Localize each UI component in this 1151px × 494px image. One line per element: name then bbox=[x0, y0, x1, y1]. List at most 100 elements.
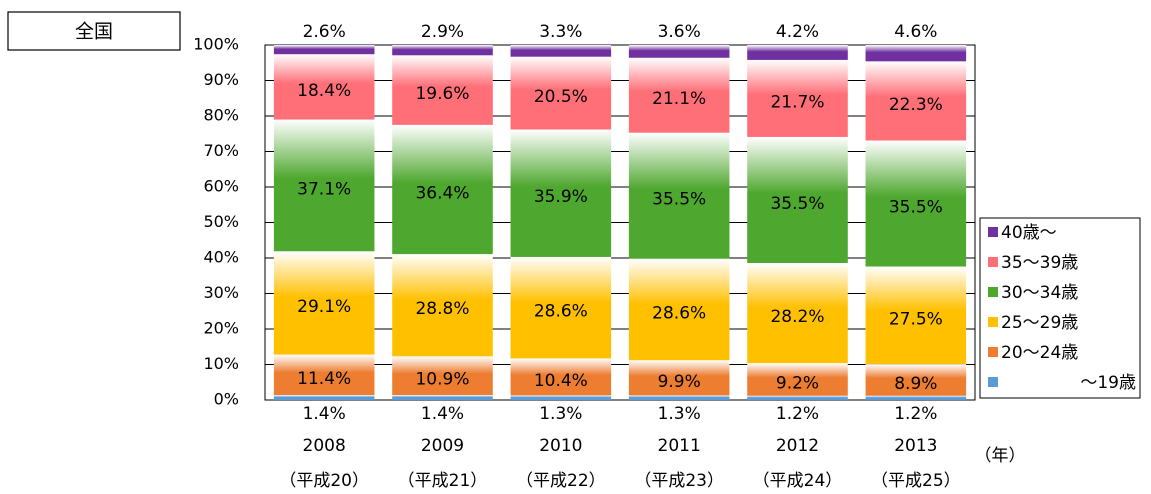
bar-segment bbox=[628, 57, 730, 133]
value-label: 3.6% bbox=[658, 22, 701, 42]
x-tick-label: （平成24） bbox=[753, 471, 843, 491]
bar-segment bbox=[865, 395, 967, 400]
value-label: 35.5% bbox=[889, 198, 943, 218]
bar-segment bbox=[273, 251, 375, 355]
bar-segment bbox=[392, 356, 493, 396]
legend-swatch bbox=[988, 257, 998, 267]
y-tick-label: 30% bbox=[203, 283, 239, 302]
value-label: 9.9% bbox=[658, 372, 701, 392]
region-label: 全国 bbox=[75, 21, 113, 43]
bar-segment bbox=[628, 258, 730, 361]
value-label: 21.7% bbox=[770, 92, 824, 112]
bar-segment bbox=[865, 266, 967, 365]
bar-segment bbox=[273, 395, 375, 400]
value-label: 22.3% bbox=[889, 95, 943, 115]
bar-segment bbox=[510, 129, 612, 257]
legend-label: 20～24歳 bbox=[1001, 343, 1078, 363]
legend-label: ～19歳 bbox=[1080, 373, 1136, 393]
x-tick-label: 2013 bbox=[894, 436, 937, 456]
bar-segment bbox=[392, 55, 493, 125]
x-tick-label: （平成25） bbox=[871, 471, 961, 491]
x-unit-label: （年） bbox=[975, 446, 1026, 466]
value-label: 36.4% bbox=[415, 183, 469, 203]
legend-label: 25～29歳 bbox=[1001, 313, 1078, 333]
bar-segment bbox=[628, 360, 730, 396]
legend-label: 40歳～ bbox=[1001, 223, 1057, 243]
legend-swatch bbox=[988, 377, 998, 387]
value-label: 2.9% bbox=[421, 22, 464, 42]
bar-segment bbox=[273, 54, 375, 120]
y-tick-label: 70% bbox=[203, 141, 239, 160]
y-tick-label: 90% bbox=[203, 70, 239, 89]
bar-segment bbox=[747, 363, 848, 396]
y-tick-label: 80% bbox=[203, 106, 239, 125]
bar-segment bbox=[747, 45, 848, 60]
value-label: 27.5% bbox=[889, 309, 943, 329]
bar-segment bbox=[392, 395, 493, 400]
legend-swatch bbox=[988, 317, 998, 327]
value-label: 35.5% bbox=[652, 190, 706, 210]
value-label: 20.5% bbox=[534, 87, 588, 107]
bar-segment bbox=[392, 124, 493, 255]
value-label: 18.4% bbox=[297, 81, 351, 101]
bar-segment bbox=[865, 45, 967, 62]
bar-segment bbox=[865, 61, 967, 141]
bar-segment bbox=[510, 45, 612, 57]
value-label: 8.9% bbox=[894, 374, 937, 394]
value-label: 4.6% bbox=[894, 22, 937, 42]
value-label: 21.1% bbox=[652, 89, 706, 109]
value-label: 11.4% bbox=[297, 369, 351, 389]
value-label: 28.2% bbox=[770, 307, 824, 327]
bar-segment bbox=[628, 45, 730, 58]
bar-segment bbox=[510, 395, 612, 400]
value-label: 28.6% bbox=[534, 302, 588, 322]
y-tick-label: 0% bbox=[214, 390, 239, 409]
bar-segment bbox=[747, 262, 848, 364]
x-tick-label: 2009 bbox=[421, 436, 464, 456]
x-tick-label: （平成23） bbox=[634, 471, 724, 491]
bar-segment bbox=[628, 132, 730, 259]
bar-segment bbox=[510, 56, 612, 130]
bar-segment bbox=[392, 254, 493, 357]
bar-segment bbox=[510, 358, 612, 396]
bar-segment bbox=[747, 136, 848, 263]
value-label: 1.2% bbox=[894, 404, 937, 424]
bar-segment bbox=[273, 119, 375, 252]
value-label: 3.3% bbox=[539, 22, 582, 42]
value-label: 1.3% bbox=[539, 404, 582, 424]
x-tick-label: 2012 bbox=[776, 436, 819, 456]
bar-segment bbox=[865, 364, 967, 396]
y-tick-label: 10% bbox=[203, 354, 239, 373]
legend-swatch bbox=[988, 347, 998, 357]
value-label: 28.6% bbox=[652, 303, 706, 323]
value-label: 4.2% bbox=[776, 22, 819, 42]
value-label: 28.8% bbox=[415, 299, 469, 319]
value-label: 37.1% bbox=[297, 179, 351, 199]
value-label: 29.1% bbox=[297, 297, 351, 317]
y-tick-label: 60% bbox=[203, 177, 239, 196]
y-tick-label: 20% bbox=[203, 319, 239, 338]
bar-segment bbox=[273, 45, 375, 55]
bar-segment bbox=[865, 140, 967, 267]
bar-segment bbox=[392, 45, 493, 56]
value-label: 2.6% bbox=[303, 22, 346, 42]
value-label: 9.2% bbox=[776, 373, 819, 393]
x-tick-label: 2010 bbox=[539, 436, 582, 456]
x-tick-label: 2011 bbox=[658, 436, 701, 456]
value-label: 1.2% bbox=[776, 404, 819, 424]
region-box bbox=[7, 11, 181, 51]
value-label: 10.9% bbox=[415, 370, 469, 390]
legend-swatch bbox=[988, 227, 998, 237]
value-label: 35.9% bbox=[534, 187, 588, 207]
bar-segment bbox=[628, 395, 730, 400]
legend-swatch bbox=[988, 287, 998, 297]
value-label: 1.4% bbox=[421, 404, 464, 424]
x-tick-label: （平成20） bbox=[279, 471, 369, 491]
bar-segment bbox=[747, 59, 848, 137]
x-tick-label: （平成22） bbox=[516, 471, 606, 491]
value-label: 1.4% bbox=[303, 404, 346, 424]
bar-segment bbox=[273, 354, 375, 396]
x-tick-label: （平成21） bbox=[398, 471, 488, 491]
